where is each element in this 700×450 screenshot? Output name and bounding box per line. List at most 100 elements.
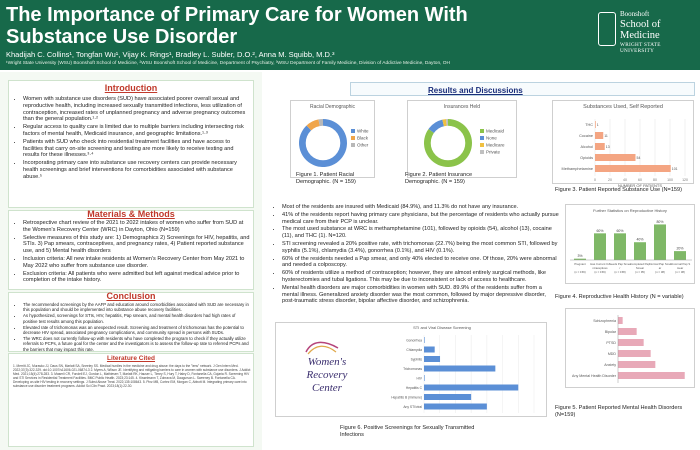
category-label: Hepatitis C — [406, 386, 423, 390]
figure-2-pie: Medicaid None Medicare Private — [424, 119, 505, 167]
category-label: Methamphetamine — [562, 167, 593, 171]
figure-3-chart: 0 20 40 60 80 100 120 THC 1 Cocaine 11 Alcohol 13 Opi… — [562, 119, 688, 187]
literature-text: 1. Merritt JC, Murasko JJ, Daus SN, Marl… — [13, 364, 251, 388]
bar — [618, 328, 637, 335]
data-label: 3% — [577, 254, 582, 258]
methods-section: Materials & Methods Retrospective chart … — [8, 209, 254, 290]
category-label: Anxiety — [604, 363, 616, 367]
category-label: (n = 159) — [594, 270, 605, 274]
bar — [595, 154, 636, 161]
bar — [595, 165, 671, 172]
data-label: 13 — [606, 145, 610, 149]
bar — [595, 132, 604, 139]
bar — [574, 258, 586, 260]
bar — [594, 233, 606, 260]
tick-label: 20 — [608, 178, 612, 182]
methods-heading: Materials & Methods — [87, 209, 175, 219]
bar — [618, 317, 623, 324]
bar — [424, 337, 425, 343]
legend-label: White — [357, 129, 369, 134]
bar — [618, 372, 685, 379]
legend-swatch — [351, 136, 355, 140]
list-item: Women with substance use disorders (SUD)… — [23, 96, 251, 123]
figure-1-pie: White Black Other — [299, 119, 369, 167]
list-item: Patients with SUD who check into residen… — [23, 139, 251, 159]
figure-2-card: Insurances Held Medicaid None Medicare Priv… — [407, 100, 517, 178]
poster-title: The Importance of Primary Care for Women… — [6, 4, 468, 48]
category-label: Smear — [636, 266, 644, 270]
literature-heading: Literature Cited — [106, 355, 156, 362]
bar — [618, 361, 656, 368]
data-label: 40% — [636, 238, 643, 242]
legend-swatch — [351, 129, 355, 133]
bar — [424, 403, 487, 410]
category-label: Schizophrenia — [593, 319, 616, 323]
bar — [674, 251, 686, 260]
logo-line-3: Center — [312, 382, 342, 394]
category-label: THC — [585, 123, 593, 127]
category-label: MDD — [608, 352, 617, 356]
category-label: Needs Pap Smea — [609, 262, 631, 266]
logo-line-2: Recovery — [306, 369, 348, 381]
literature-cited-section: Literature Cited 1. Merritt JC, Murasko … — [8, 353, 254, 447]
bar — [654, 224, 666, 260]
category-label: Has Current Co — [590, 262, 610, 266]
bar — [595, 143, 605, 150]
category-label: Gonorrhea — [406, 339, 422, 343]
introduction-bullets: Women with substance use disorders (SUD)… — [15, 96, 251, 182]
bar — [618, 350, 651, 357]
figure-2-caption: Figure 2. Patient Insurance Demographic.… — [405, 172, 473, 185]
list-item: The most used substance at WRC is metham… — [282, 226, 559, 240]
legend-swatch — [480, 143, 484, 147]
category-label: (n = 38) — [655, 270, 665, 274]
logo-line-1: Boonshoft — [620, 10, 650, 18]
legend-label: Black — [357, 136, 369, 141]
introduction-heading: Introduction — [104, 83, 158, 93]
list-item: Inclusion criteria: All new intake resid… — [23, 256, 251, 270]
logo-line-1: Women's — [307, 356, 347, 368]
legend-label: Private — [486, 150, 501, 155]
bar — [424, 356, 441, 362]
methods-bullets: Retrospective chart review of the 2021 t… — [15, 220, 251, 285]
list-item: The recommended screenings by the AAFP a… — [23, 302, 251, 312]
list-item: Incorporating primary care into substanc… — [23, 160, 251, 180]
category-label: Syphilis — [411, 358, 423, 362]
category-label: ar — [659, 266, 662, 270]
introduction-section: Introduction Women with substance use di… — [8, 80, 254, 208]
affiliations: ¹Wright State University (WSU) Boonshoft… — [6, 61, 450, 66]
figure-3-title: Substances Used, Self Reported — [583, 104, 663, 110]
category-label: (n = 159) — [574, 270, 585, 274]
figure-6-chart: Gonorrhea Chlamydia Syphilis Trichomonas HIV… — [391, 335, 535, 413]
bar — [634, 242, 646, 260]
category-label: Normal Pap Sme — [649, 262, 671, 266]
list-item: Selective measures of this study are: 1)… — [23, 235, 251, 255]
bar — [424, 375, 425, 381]
category-label: (n = 158) — [614, 270, 625, 274]
figure-5-chart: Schizophrenia Bipolar PTSD MDD Anxiety Any Me… — [572, 315, 685, 383]
category-label: ntraceptives — [592, 266, 608, 270]
category-label: HIV — [417, 377, 423, 381]
list-item: Retrospective chart review of the 2021 t… — [23, 220, 251, 234]
figure-4-caption: Figure 4. Reproductive Health History (N… — [555, 294, 684, 300]
category-label: Trichomonas — [403, 367, 422, 371]
womens-recovery-center-logo: Women's Recovery Center — [282, 338, 372, 408]
category-label: mear — [677, 266, 683, 270]
bar — [424, 365, 496, 372]
list-item: The WRC does not currently follow-up wit… — [23, 336, 251, 352]
legend-swatch — [480, 136, 484, 140]
data-label: 20% — [676, 247, 683, 251]
figure-4-card: Further Statistics on Reproductive Histo… — [565, 204, 695, 284]
results-heading-bar — [350, 82, 695, 96]
bar — [424, 394, 472, 400]
legend-swatch — [480, 150, 484, 154]
results-heading: Results and Discussions — [428, 86, 523, 95]
list-item: Mental health disorders are major comorb… — [282, 285, 559, 305]
logo-line-3: WRIGHT STATE UNIVERSITY — [620, 42, 661, 54]
donut-hole — [305, 125, 341, 161]
category-label: Cocaine — [579, 134, 593, 138]
figure-6-title: STI and Viral Disease Screening — [413, 325, 471, 330]
data-label: 54 — [637, 156, 641, 160]
category-label: Chlamydia — [406, 348, 422, 352]
tick-label: 80 — [653, 178, 657, 182]
legend-label: Medicaid — [486, 129, 505, 134]
